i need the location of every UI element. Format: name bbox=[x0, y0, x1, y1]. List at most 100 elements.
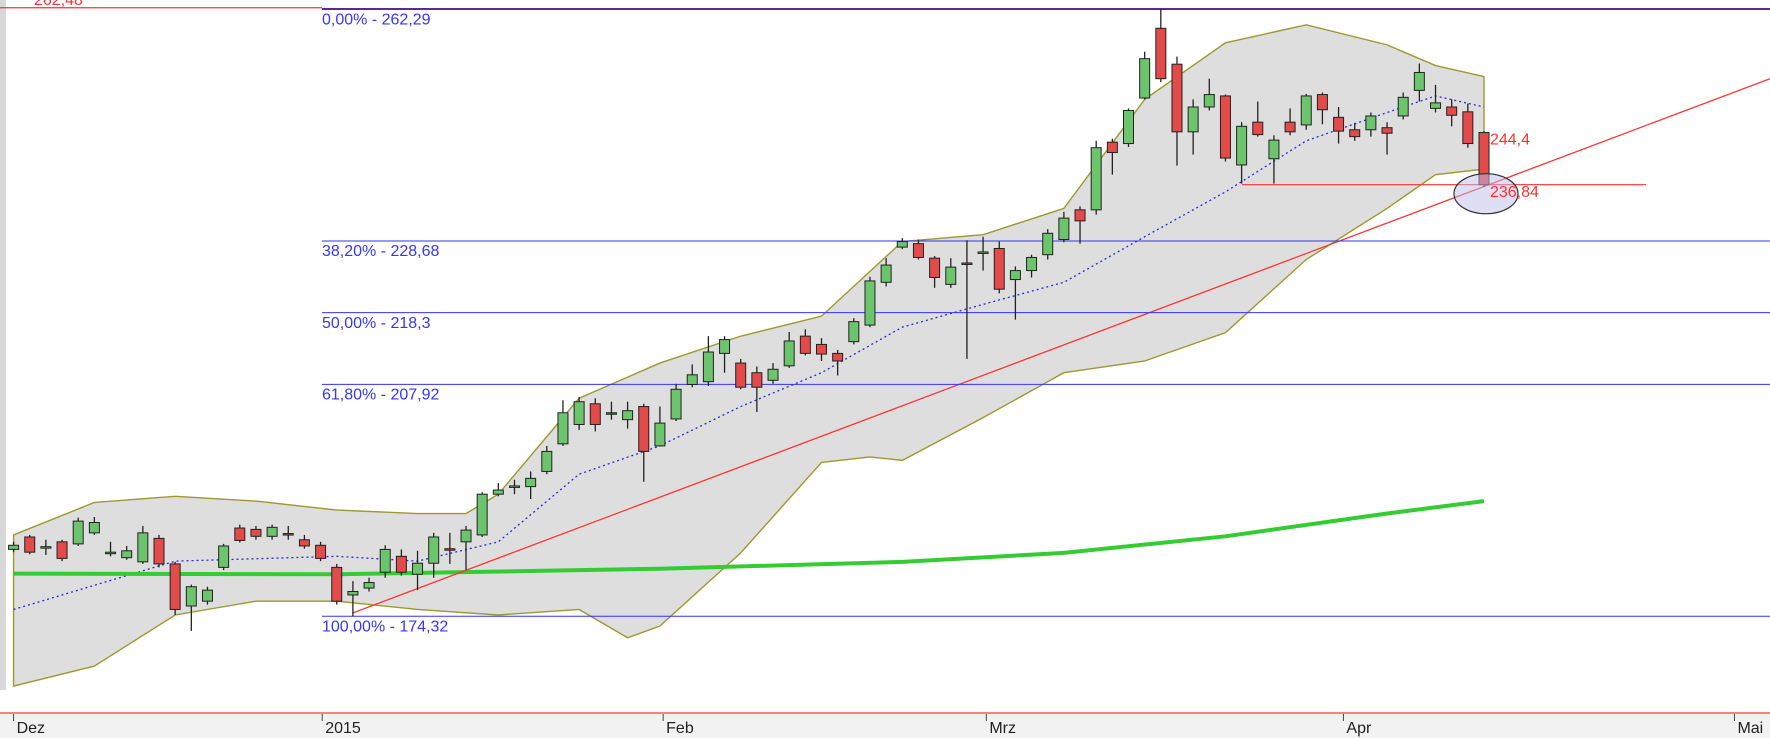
left-edge bbox=[0, 0, 6, 690]
candle-body bbox=[460, 529, 472, 543]
annotation-label: 244,4 bbox=[1490, 132, 1530, 149]
candle-body bbox=[1026, 256, 1038, 272]
fib-label: 50,00% - 218,3 bbox=[322, 315, 431, 332]
candle-body bbox=[1203, 94, 1215, 108]
candle-body bbox=[880, 264, 892, 283]
candle-body bbox=[1430, 102, 1442, 109]
candle-body bbox=[1268, 139, 1280, 160]
candle-body bbox=[347, 591, 359, 596]
candle-body bbox=[751, 372, 763, 388]
candle-body bbox=[56, 541, 68, 559]
fib-label: 61,80% - 207,92 bbox=[322, 387, 440, 404]
candle-body bbox=[508, 485, 520, 488]
candle-body bbox=[234, 527, 246, 541]
candle-body bbox=[864, 280, 876, 326]
candle-body bbox=[24, 536, 36, 553]
candle-body bbox=[379, 548, 391, 573]
candle-body bbox=[557, 412, 569, 445]
candle-body bbox=[1462, 111, 1474, 145]
candle-body bbox=[638, 406, 650, 452]
candle-body bbox=[153, 537, 165, 565]
candle-body bbox=[1446, 106, 1458, 116]
candle-body bbox=[622, 410, 634, 421]
candle-body bbox=[201, 589, 213, 602]
candle-body bbox=[137, 532, 149, 563]
candle-body bbox=[945, 266, 957, 285]
candle-body bbox=[1397, 96, 1409, 117]
candle-body bbox=[428, 536, 440, 564]
candle-body bbox=[1381, 127, 1393, 134]
candle-body bbox=[1139, 58, 1151, 99]
moving-average bbox=[13, 499, 1485, 577]
candle-body bbox=[282, 533, 294, 536]
candle-body bbox=[121, 550, 133, 559]
fib-label: 38,20% - 228,68 bbox=[322, 243, 440, 260]
candle-body bbox=[719, 339, 731, 354]
candle-body bbox=[88, 521, 100, 534]
candle-body bbox=[1155, 27, 1167, 80]
candle-body bbox=[266, 526, 278, 537]
reference-label: 262,48 bbox=[34, 0, 83, 9]
candle-body bbox=[832, 352, 844, 362]
x-tick-label: Dez bbox=[17, 720, 45, 737]
candle-body bbox=[848, 321, 860, 343]
candle-body bbox=[1300, 95, 1312, 126]
x-tick-label: 2015 bbox=[325, 720, 361, 737]
candle-body bbox=[1106, 141, 1118, 154]
candle-body bbox=[1090, 147, 1102, 211]
candle-body bbox=[1316, 94, 1328, 111]
x-tick-label: Mai bbox=[1737, 720, 1763, 737]
candle-body bbox=[686, 374, 698, 385]
candle-body bbox=[8, 544, 20, 550]
candle-body bbox=[670, 388, 682, 420]
candle-body bbox=[654, 422, 666, 447]
candle-body bbox=[72, 520, 84, 545]
candle-body bbox=[1058, 217, 1070, 241]
candle-body bbox=[799, 335, 811, 354]
candle-body bbox=[1009, 270, 1021, 281]
candle-body bbox=[735, 362, 747, 388]
x-axis-area bbox=[0, 714, 1770, 738]
candle-body bbox=[1284, 121, 1296, 133]
trend-line bbox=[352, 78, 1770, 614]
fib-label: 100,00% - 174,32 bbox=[322, 618, 448, 635]
candle-body bbox=[1252, 121, 1264, 136]
candle-body bbox=[993, 247, 1005, 290]
candle-body bbox=[492, 489, 504, 495]
candle-body bbox=[185, 586, 197, 607]
candle-body bbox=[298, 539, 310, 547]
candle-body bbox=[767, 368, 779, 381]
candle-body bbox=[476, 493, 488, 536]
candle-body bbox=[573, 401, 585, 425]
candle-body bbox=[589, 403, 601, 425]
candle-body bbox=[412, 562, 424, 575]
candle-body bbox=[929, 257, 941, 278]
candle-body bbox=[1219, 95, 1231, 159]
candle-body bbox=[105, 551, 117, 555]
candle-body bbox=[1074, 209, 1086, 222]
candle-body bbox=[977, 251, 989, 254]
candle-body bbox=[444, 548, 456, 551]
candle-body bbox=[40, 546, 52, 549]
candle-body bbox=[395, 555, 407, 573]
candle-body bbox=[1187, 106, 1199, 133]
highlight-circle bbox=[1453, 173, 1519, 215]
candle-body bbox=[541, 450, 553, 472]
annotation-label: 236,84 bbox=[1490, 184, 1539, 201]
candle-body bbox=[1333, 116, 1345, 132]
x-tick-label: Feb bbox=[666, 720, 694, 737]
candle-body bbox=[525, 477, 537, 488]
candle-body bbox=[783, 340, 795, 367]
candle-body bbox=[1349, 129, 1361, 138]
candle-body bbox=[1171, 63, 1183, 133]
candle-body bbox=[912, 243, 924, 258]
candle-body bbox=[1123, 109, 1135, 145]
bollinger-band bbox=[12, 24, 1485, 687]
candle-body bbox=[896, 241, 908, 248]
candle-body bbox=[1413, 71, 1425, 91]
x-tick-label: Apr bbox=[1346, 720, 1372, 737]
candle-body bbox=[1042, 232, 1054, 256]
candle-body bbox=[169, 563, 181, 610]
candle-body bbox=[315, 544, 327, 559]
